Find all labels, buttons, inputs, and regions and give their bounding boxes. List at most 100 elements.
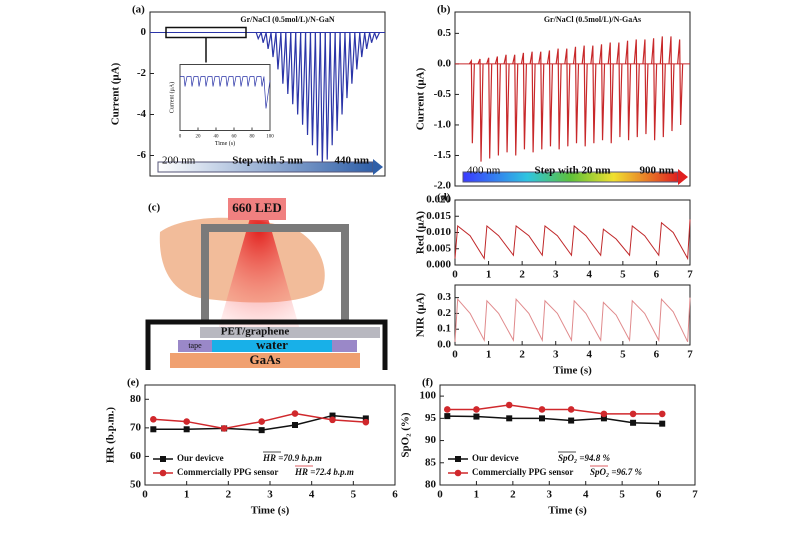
x-tick-label: 1	[474, 489, 480, 501]
y-tick-label: 95	[425, 412, 437, 424]
spike	[572, 46, 580, 144]
gaas-layer	[170, 353, 360, 368]
marker	[630, 419, 637, 426]
legend-marker	[454, 469, 462, 477]
x-tick-label: 0	[142, 489, 148, 501]
data-line	[454, 219, 691, 261]
marker	[291, 410, 299, 417]
inset-x-tick-label: 40	[214, 135, 220, 140]
spike	[290, 32, 297, 105]
water-label: water	[256, 337, 288, 352]
spike	[598, 44, 606, 141]
axes-frame	[454, 11, 691, 187]
axes-frame	[454, 284, 691, 346]
x-tick-label: 2	[510, 489, 516, 501]
y-tick-label: -6	[137, 149, 147, 161]
spike	[659, 36, 666, 138]
annotation: SpO₂ =94.8 %	[558, 453, 611, 463]
spike	[334, 32, 341, 131]
tape-layer	[332, 340, 357, 352]
marker	[567, 406, 575, 413]
x-tick-label: 4	[587, 269, 593, 281]
bar-start: 400 nm	[467, 165, 501, 177]
y-tick-label: 0.020	[426, 194, 451, 206]
spike	[581, 45, 588, 147]
annotation: HR =72.4 b.p.m	[294, 467, 354, 477]
bar-start: 200 nm	[162, 155, 196, 167]
spike	[295, 32, 302, 115]
marker	[183, 426, 190, 433]
spike	[642, 39, 649, 135]
annotation: HR =70.9 b.p.m	[262, 453, 322, 463]
panel-label: (e)	[127, 377, 140, 389]
inset-y-label: Current (μA)	[168, 82, 175, 113]
base-frame	[145, 319, 388, 370]
y-tick-label: 85	[425, 456, 437, 468]
legend-marker	[455, 456, 461, 462]
y-axis-label: Current (μA)	[415, 67, 427, 130]
marker	[362, 415, 369, 422]
chart-title: Gr/NaCl (0.5mol/L)/N-GaAs	[544, 15, 641, 24]
spike	[520, 52, 528, 150]
pet-label: PET/graphene	[221, 326, 290, 338]
spike	[677, 39, 684, 125]
x-tick-label: 1	[486, 269, 492, 281]
inset-trace	[180, 76, 271, 109]
tape-label: tape	[188, 341, 202, 350]
x-axis-label: Time (s)	[553, 365, 592, 377]
data-line	[447, 415, 663, 425]
spike	[633, 39, 640, 138]
inset-x-tick-label: 60	[232, 135, 238, 140]
marker	[150, 426, 157, 433]
axes-frame	[149, 11, 386, 177]
panel-label: (c)	[148, 202, 161, 214]
x-tick-label: 5	[620, 269, 626, 281]
light-beam	[218, 218, 300, 330]
x-tick-label: 5	[620, 349, 626, 361]
legend-label: Our devicve	[177, 453, 224, 463]
bar-step: Step with 5 nm	[232, 155, 303, 167]
spike	[590, 45, 597, 144]
y-tick-label: -2	[137, 67, 147, 79]
x-tick-label: 0	[452, 349, 458, 361]
y-tick-label: -1.5	[434, 149, 452, 161]
spike	[314, 32, 321, 156]
inset-frame	[179, 64, 271, 131]
y-tick-label: -4	[137, 108, 147, 120]
legend-label: Commercially PPG sensor	[472, 467, 573, 477]
marker	[444, 413, 451, 420]
spike	[349, 32, 356, 84]
inset-x-label: Time (s)	[215, 140, 235, 147]
y-tick-label: 80	[130, 393, 142, 405]
spike	[373, 32, 381, 41]
y-tick-label: 100	[420, 390, 437, 402]
y-tick-label: 0.005	[426, 242, 451, 254]
color-bar-arrow	[373, 159, 383, 175]
marker	[629, 410, 637, 418]
data-line	[447, 404, 663, 415]
panel-label: (f)	[422, 377, 433, 389]
chart-title: Gr/NaCl (0.5mol/L)/N-GaN	[240, 15, 334, 24]
y-tick-label: 0.3	[437, 291, 451, 303]
y-tick-label: 0.0	[437, 339, 451, 351]
marker	[292, 422, 298, 428]
spike	[275, 32, 282, 70]
marker	[568, 417, 575, 424]
y-tick-label: 70	[130, 421, 142, 433]
annotation: SpO₂ =96.7 %	[590, 467, 643, 477]
x-tick-label: 1	[486, 349, 492, 361]
x-tick-label: 7	[687, 269, 693, 281]
spike	[494, 56, 501, 156]
y-tick-label: -0.5	[434, 88, 452, 100]
spike	[260, 32, 267, 43]
marker	[329, 412, 336, 419]
spike	[309, 32, 317, 146]
spike	[668, 36, 675, 132]
water-layer	[212, 340, 332, 352]
marker	[600, 415, 607, 422]
legend-label: Our devicve	[472, 453, 519, 463]
data-line	[454, 297, 691, 343]
panel-label: (d)	[437, 192, 451, 204]
inset-x-tick-label: 100	[266, 135, 274, 140]
x-tick-label: 4	[587, 349, 593, 361]
